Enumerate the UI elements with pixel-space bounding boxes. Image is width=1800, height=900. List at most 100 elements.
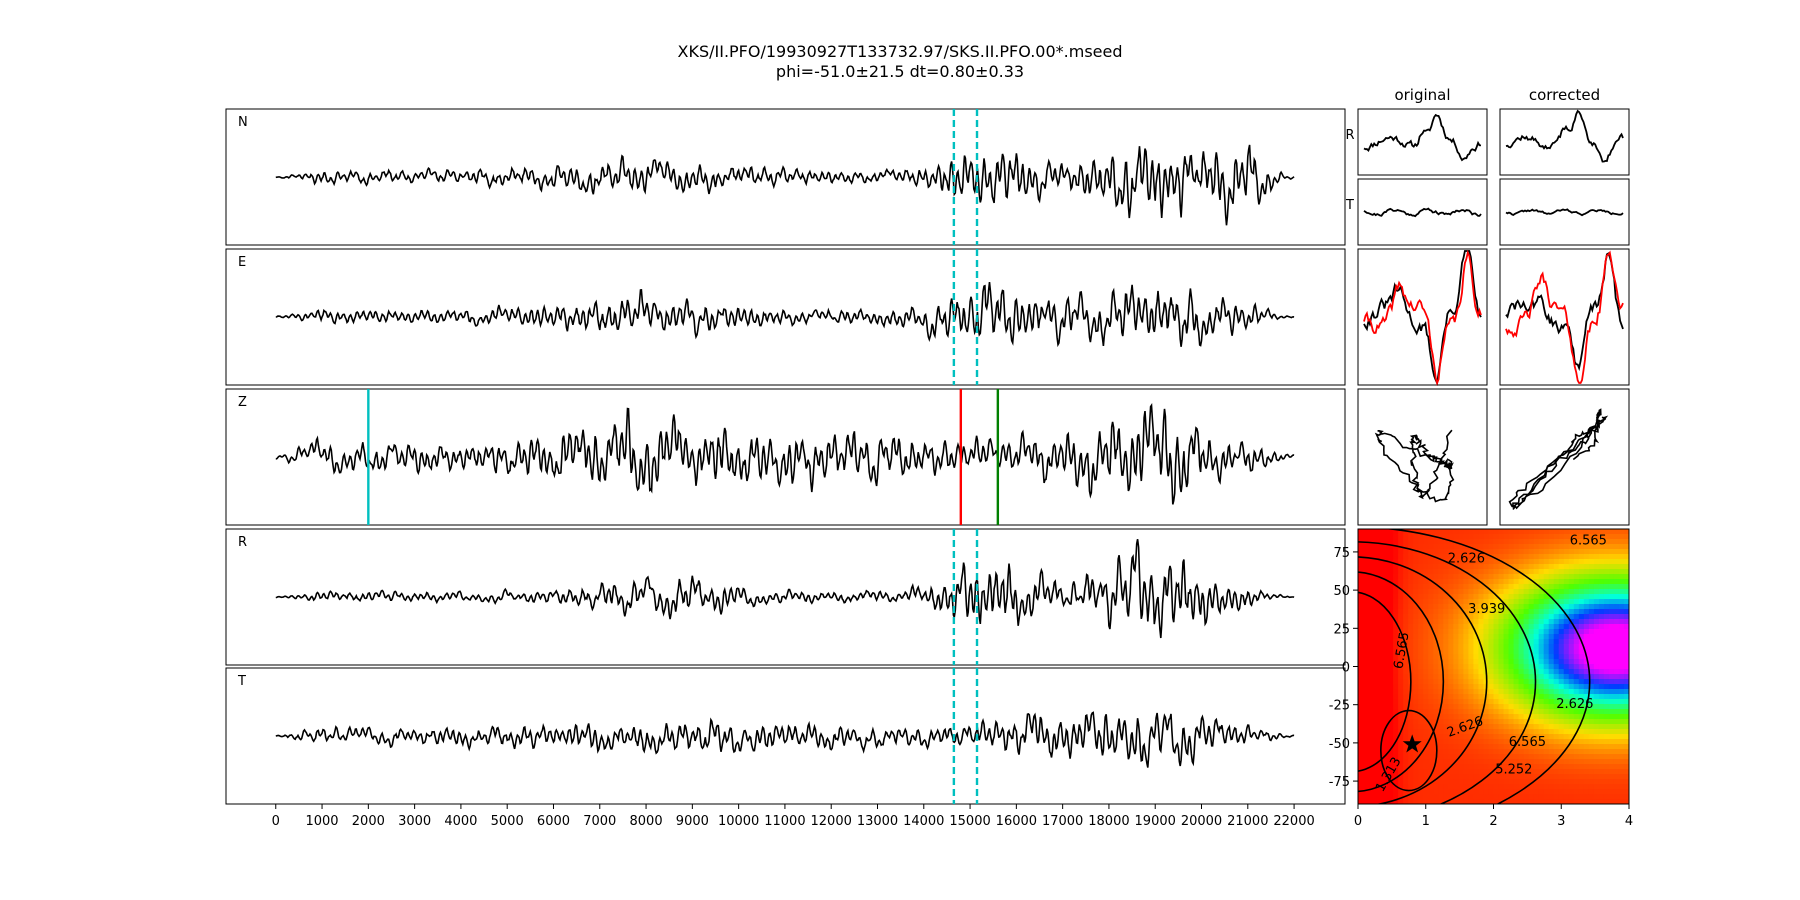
heatmap-cell — [1463, 639, 1470, 645]
heatmap-cell — [1463, 694, 1470, 700]
heatmap-cell — [1503, 584, 1510, 590]
heatmap-cell — [1463, 609, 1470, 615]
heatmap-cell — [1408, 774, 1414, 780]
heatmap-cell — [1503, 609, 1510, 615]
heatmap-cell — [1518, 654, 1525, 660]
heatmap-cell — [1538, 604, 1545, 610]
heatmap-cell — [1433, 694, 1439, 700]
heatmap-cell — [1608, 699, 1615, 705]
heatmap-cell — [1398, 579, 1404, 585]
heatmap-cell — [1368, 529, 1374, 535]
heatmap-cell — [1423, 759, 1429, 765]
heatmap-cell — [1593, 749, 1600, 755]
heatmap-cell — [1388, 764, 1394, 770]
heatmap-cell — [1398, 699, 1404, 705]
heatmap-cell — [1378, 584, 1384, 590]
heatmap-cell — [1598, 534, 1605, 540]
heatmap-cell — [1613, 539, 1620, 545]
heatmap-cell — [1388, 709, 1394, 715]
heatmap-cell — [1593, 759, 1600, 765]
heatmap-cell — [1528, 569, 1535, 575]
heatmap-cell — [1593, 739, 1600, 745]
heatmap-cell — [1618, 684, 1625, 690]
heatmap-cell — [1418, 659, 1424, 665]
contour-lines — [1358, 529, 1591, 804]
heatmap-cell — [1463, 594, 1470, 600]
heatmap-cell — [1588, 639, 1595, 645]
heatmap-cell — [1583, 739, 1590, 745]
heatmap-cell — [1363, 789, 1369, 795]
heatmap-cell — [1473, 614, 1480, 620]
heatmap-cell — [1618, 574, 1625, 580]
heatmap-cell — [1583, 729, 1590, 735]
heatmap-cell — [1573, 569, 1580, 575]
heatmap-cell — [1498, 609, 1505, 615]
heatmap-cell — [1393, 699, 1399, 705]
heatmap-cell — [1468, 704, 1475, 710]
heatmap-cell — [1383, 704, 1389, 710]
heatmap-cell — [1483, 719, 1490, 725]
heatmap-cell — [1468, 679, 1475, 685]
heatmap-cell — [1513, 529, 1520, 535]
heatmap-cell — [1473, 634, 1480, 640]
heatmap-cell — [1558, 549, 1565, 555]
heatmap-cell — [1603, 684, 1610, 690]
heatmap-cell — [1618, 569, 1625, 575]
heatmap-cell — [1578, 669, 1585, 675]
heatmap-cell — [1563, 784, 1570, 790]
heatmap-cell — [1438, 604, 1444, 610]
heatmap-cell — [1618, 724, 1625, 730]
heatmap-cell — [1448, 674, 1454, 680]
heatmap-cell — [1403, 589, 1409, 595]
heatmap-cell — [1383, 649, 1389, 655]
heatmap-cell — [1488, 744, 1495, 750]
heatmap-cell — [1373, 624, 1379, 630]
overlay-waveform-red — [1505, 250, 1624, 384]
heatmap-cell — [1548, 554, 1555, 560]
heatmap-cell — [1608, 759, 1615, 765]
heatmap-cell — [1548, 614, 1555, 620]
heatmap-cell — [1458, 699, 1464, 705]
heatmap-cell — [1423, 659, 1429, 665]
heatmap-cell — [1603, 754, 1610, 760]
heatmap-cell — [1578, 604, 1585, 610]
heatmap-cell — [1578, 674, 1585, 680]
heatmap-cell — [1578, 614, 1585, 620]
heatmap-cell — [1558, 714, 1565, 720]
heatmap-cell — [1488, 694, 1495, 700]
heatmap-cell — [1623, 629, 1629, 635]
heatmap-cell — [1593, 594, 1600, 600]
heatmap-cell — [1453, 614, 1459, 620]
heatmap-cell — [1598, 769, 1605, 775]
heatmap-cell — [1368, 734, 1374, 740]
heatmap-x-tick-label: 1 — [1422, 814, 1430, 829]
heatmap-cell — [1538, 749, 1545, 755]
heatmap-cell — [1433, 629, 1439, 635]
heatmap-cell — [1358, 749, 1364, 755]
heatmap-cell — [1558, 694, 1565, 700]
heatmap-cell — [1363, 689, 1369, 695]
heatmap-cell — [1543, 614, 1550, 620]
heatmap-cell — [1553, 614, 1560, 620]
heatmap-cell — [1383, 684, 1389, 690]
heatmap-cell — [1373, 739, 1379, 745]
heatmap-cell — [1493, 564, 1500, 570]
heatmap-cell — [1423, 799, 1429, 804]
heatmap-cell — [1488, 709, 1495, 715]
heatmap-cell — [1363, 634, 1369, 640]
heatmap-cell — [1573, 579, 1580, 585]
heatmap-cell — [1593, 664, 1600, 670]
heatmap-cell — [1383, 609, 1389, 615]
heatmap-cell — [1608, 624, 1615, 630]
heatmap-cell — [1603, 724, 1610, 730]
heatmap-cell — [1438, 594, 1444, 600]
heatmap-cell — [1428, 784, 1434, 790]
heatmap-cell — [1533, 634, 1540, 640]
heatmap-cell — [1458, 769, 1464, 775]
heatmap-cell — [1383, 614, 1389, 620]
heatmap-cell — [1528, 579, 1535, 585]
heatmap-cell — [1433, 619, 1439, 625]
heatmap-cell — [1453, 724, 1459, 730]
heatmap-cell — [1373, 689, 1379, 695]
heatmap-cell — [1583, 634, 1590, 640]
